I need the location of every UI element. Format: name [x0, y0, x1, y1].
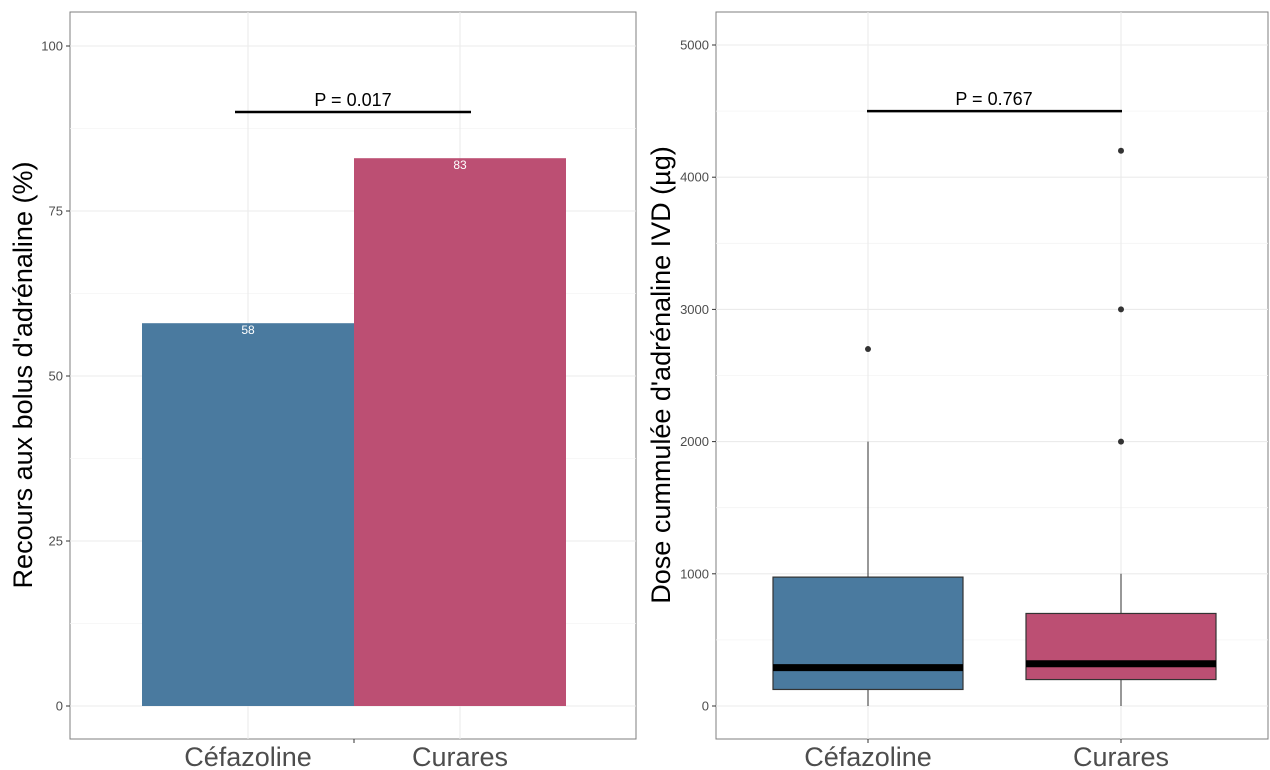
bar-chart-panel: 58 83 0 25 50 75 100 Céfazoline Curares Recour…	[8, 11, 637, 770]
y-tick-label: 50	[49, 369, 63, 384]
bar-chart-y-ticks: 0 25 50 75 100	[41, 39, 70, 714]
x-tick-label-curares: Curares	[412, 742, 508, 770]
outlier-point	[1118, 306, 1124, 313]
bar-value-label: 58	[241, 323, 255, 337]
outlier-point	[1118, 147, 1124, 154]
bar-chart-x-ticks: Céfazoline Curares	[184, 739, 508, 770]
box-plot-y-ticks: 0 1000 2000 3000 4000 5000	[680, 38, 716, 714]
y-tick-label: 3000	[680, 302, 709, 317]
box-plot-pvalue-label: P = 0.767	[955, 89, 1032, 109]
box-plot-marks	[772, 147, 1217, 706]
bar-value-label: 83	[453, 158, 467, 172]
bar-chart-pvalue-label: P = 0.017	[314, 90, 391, 110]
bar-chart-marks: 58 83	[142, 158, 566, 706]
bar-curares	[354, 158, 566, 706]
x-tick-label-curares: Curares	[1073, 742, 1169, 770]
box-plot-y-axis-title: Dose cummulée d'adrénaline IVD (µg)	[646, 146, 676, 603]
box-plot-x-ticks: Céfazoline Curares	[804, 739, 1169, 770]
y-tick-label: 0	[702, 699, 709, 714]
box-cefazoline	[772, 346, 964, 706]
box-iqr	[1025, 612, 1217, 681]
y-tick-label: 0	[56, 699, 63, 714]
bar-chart-y-axis-title: Recours aux bolus d'adrénaline (%)	[8, 162, 38, 589]
x-tick-label-cefazoline: Céfazoline	[184, 742, 312, 770]
y-tick-label: 2000	[680, 434, 709, 449]
y-tick-label: 100	[41, 39, 63, 54]
x-tick-label-cefazoline: Céfazoline	[804, 742, 932, 770]
box-curares	[1025, 147, 1217, 706]
outlier-point	[865, 346, 871, 353]
bar-cefazoline	[142, 323, 354, 706]
y-tick-label: 25	[49, 534, 63, 549]
box-iqr	[772, 576, 964, 691]
y-tick-label: 5000	[680, 38, 709, 53]
y-tick-label: 4000	[680, 170, 709, 185]
y-tick-label: 1000	[680, 566, 709, 581]
outlier-point	[1118, 438, 1124, 445]
y-tick-label: 75	[49, 204, 63, 219]
